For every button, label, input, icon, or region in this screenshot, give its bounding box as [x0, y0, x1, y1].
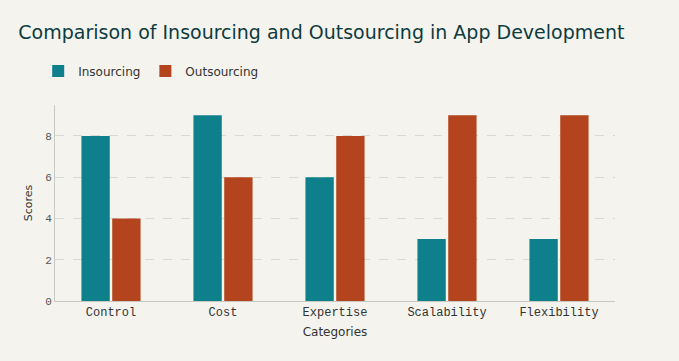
svg-text:Comparison of Insourcing and O: Comparison of Insourcing and Outsourcing…: [18, 21, 624, 43]
svg-text:Insourcing: Insourcing: [78, 65, 140, 79]
svg-text:Expertise: Expertise: [303, 306, 368, 320]
svg-text:4: 4: [45, 213, 52, 225]
svg-text:Categories: Categories: [303, 325, 368, 339]
svg-text:Flexibility: Flexibility: [519, 306, 598, 320]
svg-text:8: 8: [45, 131, 52, 143]
svg-text:6: 6: [45, 172, 52, 184]
svg-text:Outsourcing: Outsourcing: [185, 65, 258, 79]
svg-text:Scores: Scores: [22, 184, 35, 221]
svg-text:Cost: Cost: [209, 306, 238, 320]
svg-text:Scalability: Scalability: [407, 306, 486, 320]
svg-text:Control: Control: [86, 306, 136, 320]
svg-text:2: 2: [45, 255, 52, 267]
svg-text:0: 0: [45, 296, 52, 308]
